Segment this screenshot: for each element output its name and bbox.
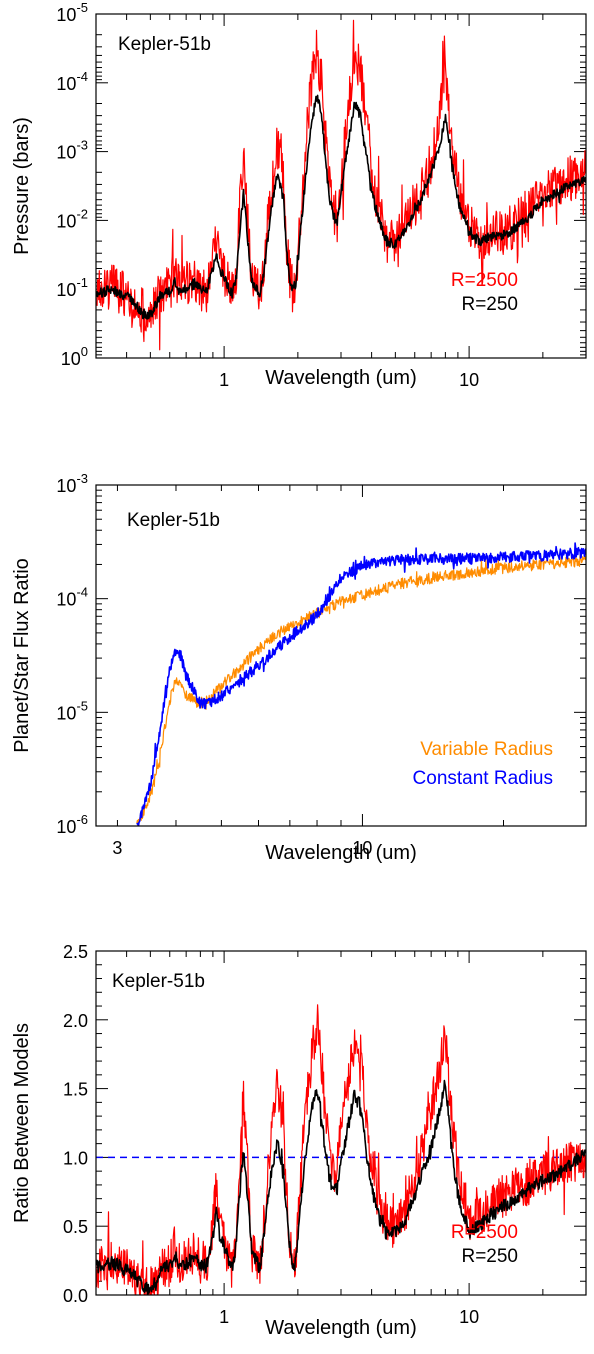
x-tick-label: 1 [219,370,229,390]
y-axis-title: Planet/Star Flux Ratio [11,558,33,753]
y-tick-label: 2.5 [63,942,88,962]
y-tick-label: 10-5 [56,698,88,723]
plot-frame [95,950,587,1296]
series-line-2 [96,1079,586,1295]
planet-label: Kepler-51b [112,971,205,992]
plot-frame [95,484,587,827]
chart-panel-flux: 3 10 10-6 10-5 10-4 10-3 Wavelength (um) Planet… [11,471,587,864]
planet-label: Kepler-51b [118,34,211,55]
y-tick-label: 10-4 [56,69,88,94]
x-tick-label: 10 [352,838,372,858]
x-tick-label: 1 [219,1307,229,1327]
legend-entry-1: R=2500 [451,270,518,291]
y-tick-label: 10-4 [56,585,88,610]
y-tick-label: 0.0 [63,1286,88,1306]
y-tick-label: 10-3 [56,138,88,163]
y-tick-label: 10-2 [56,206,88,231]
series-lines [136,542,586,826]
series-line-2 [136,542,586,826]
legend-entry-2: R=250 [461,1246,518,1267]
x-tick-label: 10 [459,1307,479,1327]
y-tick-label: 10-1 [56,275,88,300]
y-axis-title: Ratio Between Models [11,1023,33,1223]
series-line-2 [96,94,586,320]
y-tick-label: 100 [61,344,88,369]
legend-entry-2: R=250 [461,294,518,315]
legend-entry-1: Variable Radius [420,739,553,760]
y-tick-label: 0.5 [63,1217,88,1237]
y-tick-label: 2.0 [63,1011,88,1031]
planet-label: Kepler-51b [127,510,220,531]
chart-panel-ratio: 1 10 0.0 0.5 1.0 1.5 2.0 2.5 Wavelength (um) Rati… [11,942,587,1339]
legend-entry-2: Constant Radius [413,768,553,789]
series-line-1 [96,1004,586,1295]
x-axis-title: Wavelength (um) [265,1317,417,1339]
plot-frame [95,13,587,359]
y-tick-label: 10-6 [56,812,88,837]
x-axis-title: Wavelength (um) [265,842,417,864]
x-tick-label: 3 [112,838,122,858]
y-tick-label: 1.5 [63,1080,88,1100]
x-axis-title: Wavelength (um) [265,367,417,389]
series-lines [96,1004,586,1295]
y-tick-label: 10-3 [56,471,88,496]
y-axis-title: Pressure (bars) [11,117,33,255]
y-tick-label: 10-5 [56,0,88,25]
y-tick-label: 1.0 [63,1148,88,1168]
x-tick-label: 10 [459,370,479,390]
chart-panel-pressure: 1 10 10-5 10-4 10-3 10-2 10-1 100 Wavelength (um… [11,0,587,390]
series-lines [96,19,586,351]
legend-entry-1: R=2500 [451,1222,518,1243]
x-minor-ticks [116,485,587,826]
